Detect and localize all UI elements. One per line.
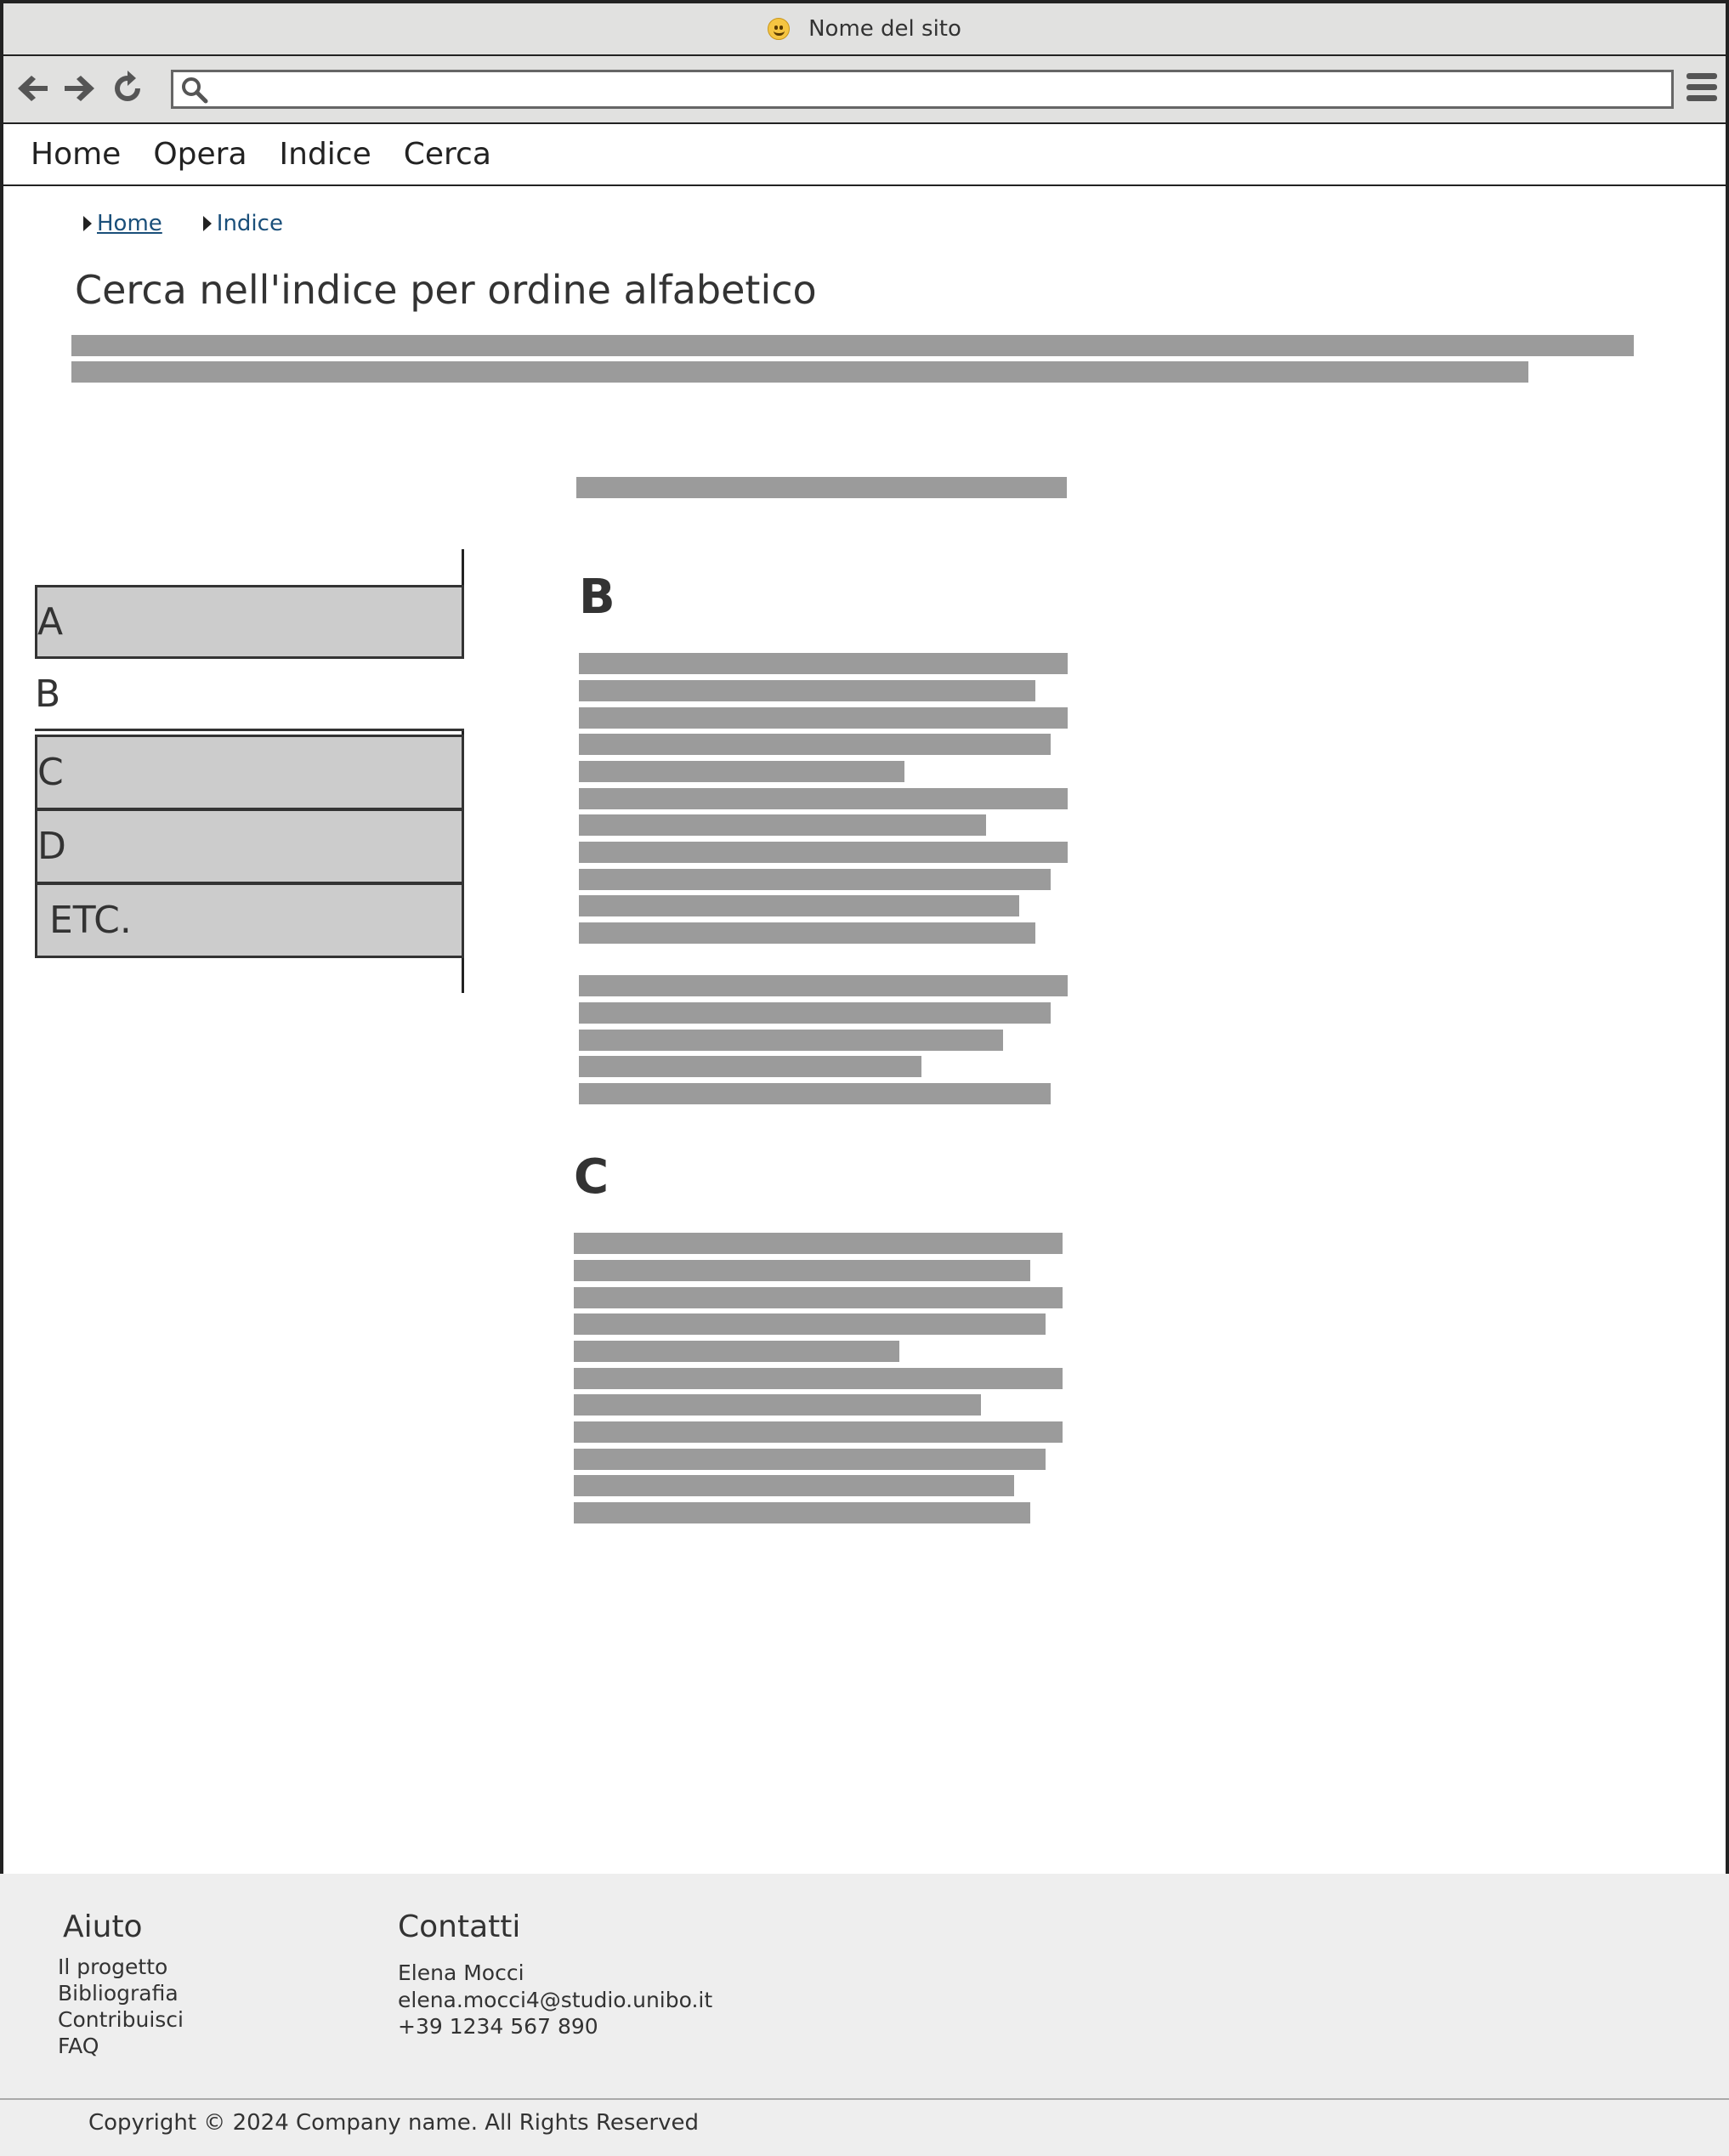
text-placeholder-bar [574, 1368, 1063, 1389]
text-placeholder-bar [579, 975, 1068, 996]
window-title: Nome del sito [808, 16, 961, 42]
breadcrumb-link-home[interactable]: Home [97, 211, 162, 236]
footer-link-il-progetto[interactable]: Il progetto [58, 1955, 168, 1979]
text-placeholder-bar [579, 761, 904, 782]
text-placeholder-bar [576, 477, 1067, 498]
section-heading-b: B [579, 570, 615, 625]
text-placeholder-bar [579, 707, 1068, 729]
footer-heading-contatti: Contatti [398, 1909, 521, 1944]
contact-name: Elena Mocci [398, 1960, 524, 1985]
text-placeholder-bar [574, 1313, 1046, 1335]
text-placeholder-bar [579, 788, 1068, 809]
nav-item-cerca[interactable]: Cerca [403, 137, 491, 172]
address-bar[interactable] [171, 70, 1674, 109]
text-placeholder-bar [579, 1083, 1051, 1104]
text-placeholder-bar [579, 1002, 1051, 1024]
text-placeholder-bar [574, 1421, 1063, 1443]
letter-tab-etc[interactable]: ETC. [35, 882, 464, 958]
page-content: Home Opera Indice Cerca Home Indice Cerc… [0, 124, 1729, 1874]
text-placeholder-bar [71, 361, 1528, 383]
letter-tab-d[interactable]: D [35, 808, 464, 884]
breadcrumb: Home Indice [83, 211, 324, 236]
footer-divider [0, 2098, 1729, 2100]
footer-heading-aiuto: Aiuto [63, 1909, 143, 1944]
text-placeholder-bar [574, 1287, 1063, 1308]
breadcrumb-item: Home [83, 211, 162, 236]
text-placeholder-bar [579, 814, 986, 836]
text-placeholder-bar [574, 1341, 899, 1362]
breadcrumb-link-indice[interactable]: Indice [216, 211, 283, 236]
text-placeholder-bar [579, 895, 1019, 916]
footer-link-faq[interactable]: FAQ [58, 2034, 99, 2058]
hamburger-menu-icon[interactable] [1686, 73, 1717, 107]
page-title: Cerca nell'indice per ordine alfabetico [75, 267, 817, 313]
section-heading-c: C [574, 1149, 609, 1205]
browser-toolbar [0, 56, 1729, 124]
address-input[interactable] [216, 74, 1661, 105]
text-placeholder-bar [574, 1394, 981, 1416]
nav-item-home[interactable]: Home [31, 137, 122, 172]
text-placeholder-bar [579, 1030, 1003, 1051]
contact-phone: +39 1234 567 890 [398, 2014, 598, 2039]
text-placeholder-bar [579, 922, 1035, 944]
letter-tab-b[interactable]: B [35, 659, 464, 731]
smiley-emoji-icon [768, 18, 791, 40]
reload-icon[interactable] [109, 70, 146, 107]
nav-item-indice[interactable]: Indice [279, 137, 371, 172]
copyright-text: Copyright © 2024 Company name. All Right… [88, 2110, 700, 2136]
footer-link-bibliografia[interactable]: Bibliografia [58, 1981, 179, 2006]
search-icon [182, 77, 208, 104]
text-placeholder-bar [574, 1449, 1046, 1470]
nav-item-opera[interactable]: Opera [153, 137, 247, 172]
forward-arrow-icon[interactable] [60, 70, 97, 107]
back-arrow-icon[interactable] [15, 70, 53, 107]
contact-email: elena.mocci4@studio.unibo.it [398, 1988, 713, 2012]
letter-tab-list: A B C D ETC. [35, 549, 465, 993]
letter-tab-a[interactable]: A [35, 585, 464, 659]
text-placeholder-bar [574, 1502, 1030, 1523]
text-placeholder-bar [579, 1056, 921, 1077]
footer-link-contribuisci[interactable]: Contribuisci [58, 2007, 184, 2032]
text-placeholder-bar [579, 653, 1068, 674]
text-placeholder-bar [574, 1260, 1030, 1281]
window-title-bar: Nome del sito [0, 0, 1729, 56]
text-placeholder-bar [574, 1475, 1014, 1496]
text-placeholder-bar [579, 842, 1068, 863]
letter-tab-c[interactable]: C [35, 735, 464, 810]
main-navigation: Home Opera Indice Cerca [3, 124, 1726, 186]
text-placeholder-bar [579, 680, 1035, 701]
text-placeholder-bar [579, 869, 1051, 890]
text-placeholder-bar [574, 1233, 1063, 1254]
triangle-right-icon [83, 216, 92, 231]
text-placeholder-bar [71, 335, 1634, 356]
breadcrumb-item: Indice [202, 211, 283, 236]
text-placeholder-bar [579, 734, 1051, 755]
footer: Aiuto Il progetto Bibliografia Contribui… [0, 1874, 1729, 2156]
triangle-right-icon [202, 216, 212, 231]
